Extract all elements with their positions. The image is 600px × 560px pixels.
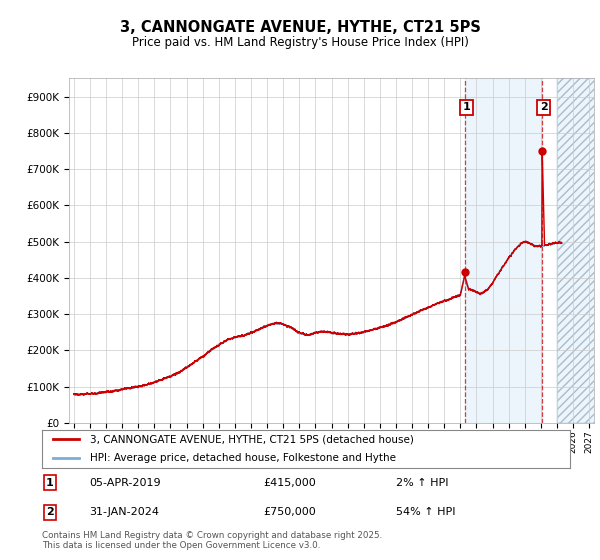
Text: 54% ↑ HPI: 54% ↑ HPI [396, 507, 455, 517]
Text: Contains HM Land Registry data © Crown copyright and database right 2025.
This d: Contains HM Land Registry data © Crown c… [42, 531, 382, 550]
Bar [557, 78, 600, 423]
Text: 3, CANNONGATE AVENUE, HYTHE, CT21 5PS: 3, CANNONGATE AVENUE, HYTHE, CT21 5PS [119, 20, 481, 35]
Text: Price paid vs. HM Land Registry's House Price Index (HPI): Price paid vs. HM Land Registry's House … [131, 36, 469, 49]
Text: 2% ↑ HPI: 2% ↑ HPI [396, 478, 448, 488]
Text: 1: 1 [463, 102, 470, 113]
Text: 31-JAN-2024: 31-JAN-2024 [89, 507, 160, 517]
Bar [464, 78, 542, 423]
Text: £750,000: £750,000 [264, 507, 317, 517]
Text: 2: 2 [540, 102, 548, 113]
Text: 1: 1 [46, 478, 54, 488]
Text: £415,000: £415,000 [264, 478, 317, 488]
Text: 3, CANNONGATE AVENUE, HYTHE, CT21 5PS (detached house): 3, CANNONGATE AVENUE, HYTHE, CT21 5PS (d… [89, 434, 413, 444]
Bar [557, 78, 600, 423]
Text: 2: 2 [46, 507, 54, 517]
Text: 05-APR-2019: 05-APR-2019 [89, 478, 161, 488]
Text: HPI: Average price, detached house, Folkestone and Hythe: HPI: Average price, detached house, Folk… [89, 453, 395, 463]
